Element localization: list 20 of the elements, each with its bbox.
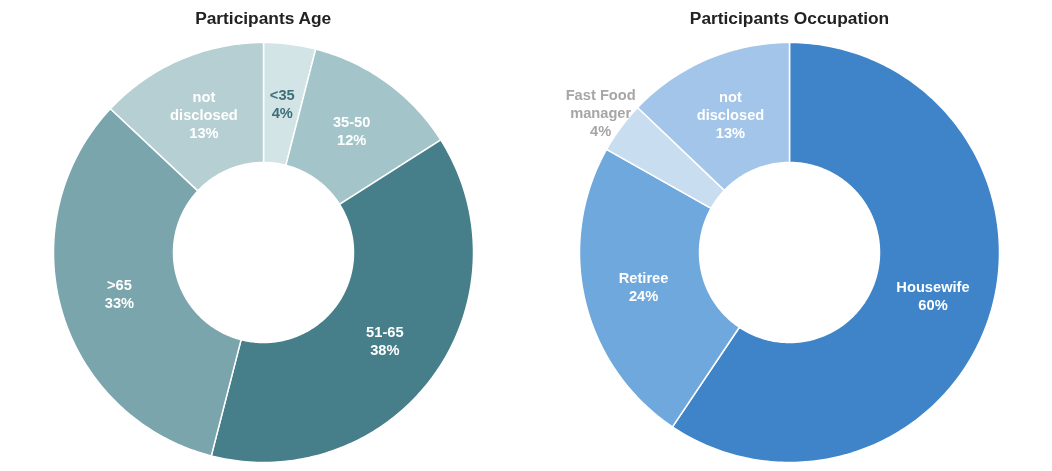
slice-label: <35 — [269, 86, 295, 103]
chart-title: Participants Occupation — [689, 7, 890, 28]
slice-label: Fast Food manager — [565, 86, 636, 121]
data-label: 13% — [715, 124, 746, 141]
chart-title: Participants Age — [195, 7, 332, 28]
slice-label: 51-65 — [366, 323, 404, 340]
data-label: 60% — [918, 297, 948, 314]
slice-label: not disclosed — [696, 88, 765, 123]
slice-label: Housewife — [896, 279, 970, 296]
data-label: 24% — [628, 288, 659, 305]
data-label: 33% — [104, 295, 135, 312]
data-label: 12% — [337, 132, 367, 149]
slice-label: >65 — [107, 277, 132, 294]
data-label: 4% — [590, 122, 612, 139]
data-label: 38% — [370, 341, 400, 358]
data-label: 13% — [189, 124, 219, 141]
data-label: 4% — [271, 104, 293, 121]
slice-label: Retiree — [618, 270, 669, 287]
slice-label: 35-50 — [332, 114, 371, 131]
slice-label: not disclosed — [170, 88, 238, 123]
